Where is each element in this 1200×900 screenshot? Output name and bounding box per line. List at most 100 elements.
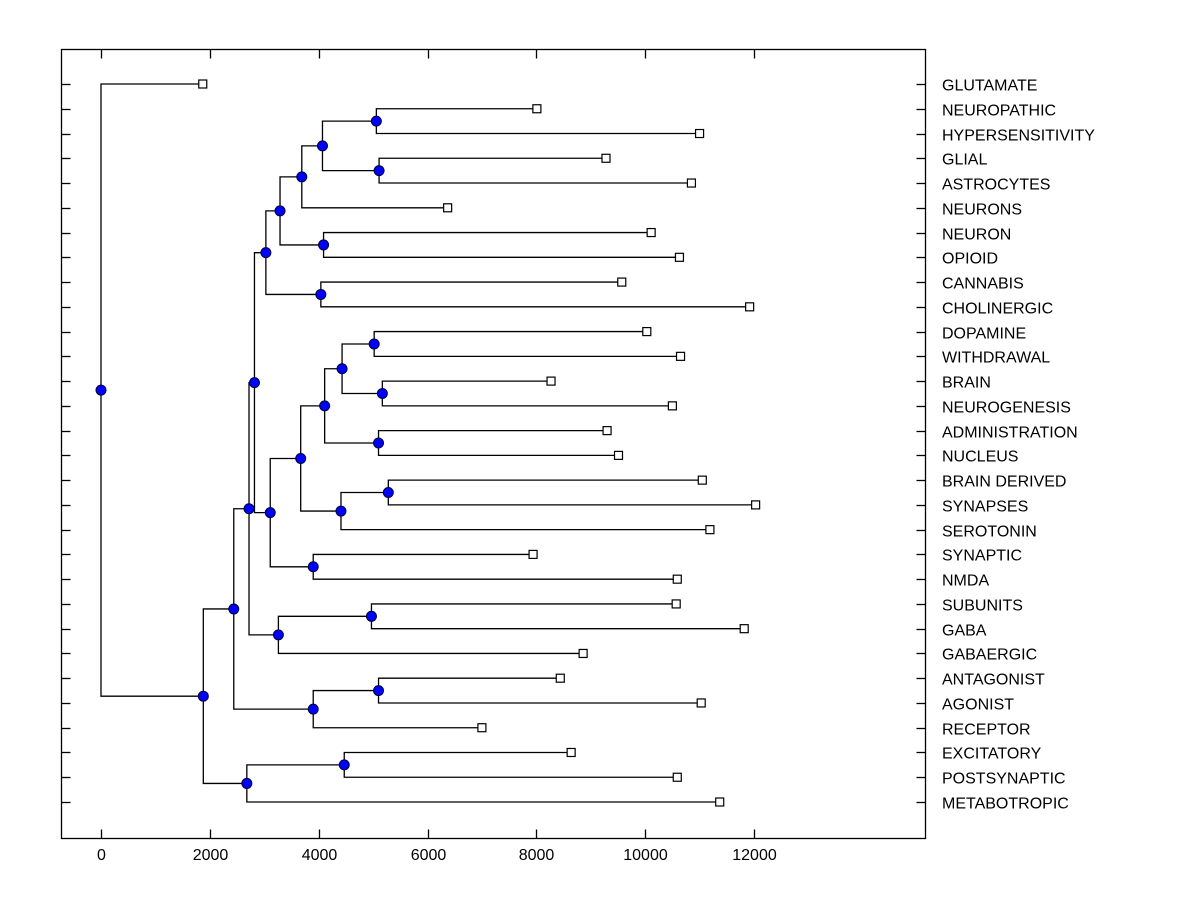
leaf-marker <box>686 178 697 188</box>
leaf-marker <box>601 153 611 163</box>
branch <box>253 252 266 383</box>
leaf-marker <box>671 599 681 609</box>
leaf-label: SEROTONIN <box>942 524 1037 541</box>
leaf-label: NEURON <box>942 227 1011 244</box>
branch <box>233 608 314 710</box>
branch <box>321 120 377 146</box>
merge-node <box>365 610 377 622</box>
branch <box>373 343 681 357</box>
branch <box>100 83 203 391</box>
leaf-marker <box>697 475 707 485</box>
branch <box>341 368 383 395</box>
branch <box>279 210 324 246</box>
merge-node <box>241 777 253 789</box>
merge-node <box>373 165 385 177</box>
merge-node <box>316 140 328 152</box>
merge-node <box>307 703 319 715</box>
right-axis-ticks <box>61 83 926 804</box>
branch <box>340 511 710 531</box>
branch <box>378 157 606 171</box>
branch <box>373 330 647 344</box>
branch <box>377 429 608 443</box>
x-tick-label: 0 <box>97 847 106 864</box>
merge-node <box>382 487 394 499</box>
x-tick-label: 10000 <box>623 847 668 864</box>
leaf-marker <box>443 203 453 213</box>
merge-node <box>296 171 308 183</box>
branch <box>253 382 271 514</box>
leaf-marker <box>528 549 538 560</box>
branch <box>246 783 720 803</box>
leaf-markers <box>198 79 761 807</box>
leaf-marker <box>739 624 749 634</box>
branch <box>277 615 372 635</box>
branch <box>246 764 345 784</box>
leaf-marker <box>674 252 685 262</box>
leaf-marker <box>477 723 487 733</box>
merge-node <box>260 247 272 259</box>
branch <box>100 390 204 697</box>
leaf-label: ADMINISTRATION <box>942 425 1078 442</box>
merge-node <box>315 288 327 300</box>
merge-node <box>243 503 255 515</box>
branch <box>340 491 389 512</box>
leaf-marker <box>566 747 576 758</box>
merge-node <box>272 629 284 641</box>
leaf-label: NEURONS <box>942 202 1022 219</box>
leaf-label: RECEPTOR <box>942 722 1031 739</box>
merge-node <box>197 690 209 702</box>
branch <box>269 512 314 568</box>
leaf-marker <box>546 376 556 386</box>
leaf-marker <box>602 426 612 436</box>
leaf-label: WITHDRAWAL <box>942 350 1050 367</box>
branch <box>377 677 561 691</box>
leaf-label: GLUTAMATE <box>942 78 1037 95</box>
leaf-label: NMDA <box>942 573 989 590</box>
leaf-label: BRAIN DERIVED <box>942 474 1066 491</box>
plot-frame <box>60 48 927 840</box>
branch <box>279 176 302 211</box>
branch <box>381 380 552 394</box>
branch <box>301 145 323 177</box>
branch <box>265 210 281 253</box>
merge-node <box>370 115 382 127</box>
leaf-marker <box>613 450 624 460</box>
leaf-label: NEUROPATHIC <box>942 103 1056 120</box>
merge-node <box>95 384 107 396</box>
branch <box>248 508 279 636</box>
branch <box>377 443 619 457</box>
branch <box>312 553 534 567</box>
leaf-label: HYPERSENSITIVITY <box>942 128 1095 145</box>
merge-node <box>295 452 307 464</box>
branch <box>300 458 341 512</box>
leaf-marker <box>672 574 682 584</box>
leaf-marker <box>751 500 761 510</box>
merge-node <box>264 507 276 519</box>
branch <box>343 764 678 778</box>
leaf-marker <box>642 326 652 337</box>
x-tick-label: 4000 <box>302 847 338 864</box>
branch <box>343 751 572 765</box>
leaf-marker <box>198 79 208 89</box>
branch <box>320 294 750 308</box>
branch <box>378 170 692 184</box>
merge-node <box>319 400 331 412</box>
branch <box>387 479 703 493</box>
leaf-label: NEUROGENESIS <box>942 400 1071 417</box>
leaf-label: BRAIN <box>942 375 991 392</box>
leaf-marker <box>646 227 656 238</box>
branch <box>341 343 375 369</box>
x-axis: 0 2000 4000 6000 8000 10000 12000 <box>97 49 777 864</box>
branch <box>269 457 301 513</box>
leaf-marker <box>696 698 706 708</box>
branch <box>233 508 250 609</box>
leaf-labels: GLUTAMATE NEUROPATHIC HYPERSENSITIVITY GLIA… <box>942 78 1095 813</box>
merge-node <box>228 603 240 615</box>
leaf-marker <box>745 302 755 312</box>
leaf-label: DOPAMINE <box>942 326 1026 343</box>
branch <box>370 603 677 617</box>
merge-node <box>318 239 330 251</box>
x-tick-label: 2000 <box>193 847 229 864</box>
leaf-marker <box>715 797 725 807</box>
